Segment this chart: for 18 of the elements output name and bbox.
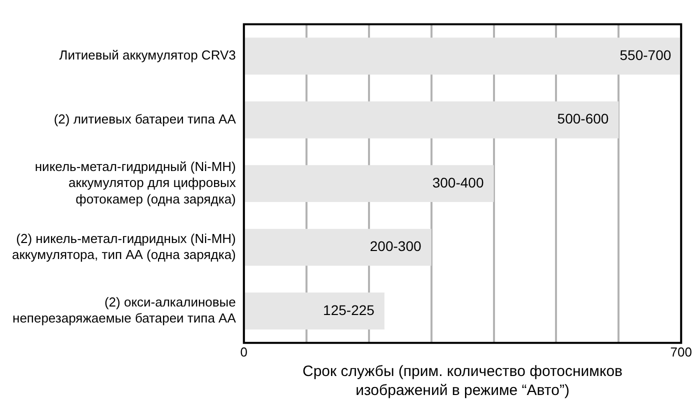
data-label: 125-225 [323,302,375,318]
data-label: 300-400 [432,174,484,190]
x-tick-label: 700 [670,344,692,360]
data-label: 500-600 [557,110,609,127]
y-tick-label: (2) окси-алкалиновые неперезаряжаемые батареи типа АА [12,294,236,326]
bar [244,292,384,330]
data-label: 200-300 [370,238,422,254]
x-tick-label: 0 [240,344,248,360]
y-tick-label: (2) никель-метал-гидридных (Ni-MH) аккумулятора, тип АА (одна зарядка) [12,230,236,262]
bar [244,38,682,75]
y-tick-label: (2) литиевых батареи типа АА [54,111,236,126]
x-axis-title: Срок службы (прим. количество фотоснимков изображений в режиме “Авто”) [302,363,623,399]
data-label: 550-700 [620,46,672,63]
bar [244,228,432,266]
y-tick-label: Литиевый аккумулятор CRV3 [59,48,236,63]
bar [244,165,494,202]
bar [244,101,619,138]
y-tick-label: никель-метал-гидридный (Ni-MH) аккумулятор для цифровых фотокамер (одна зарядка) [34,158,236,206]
